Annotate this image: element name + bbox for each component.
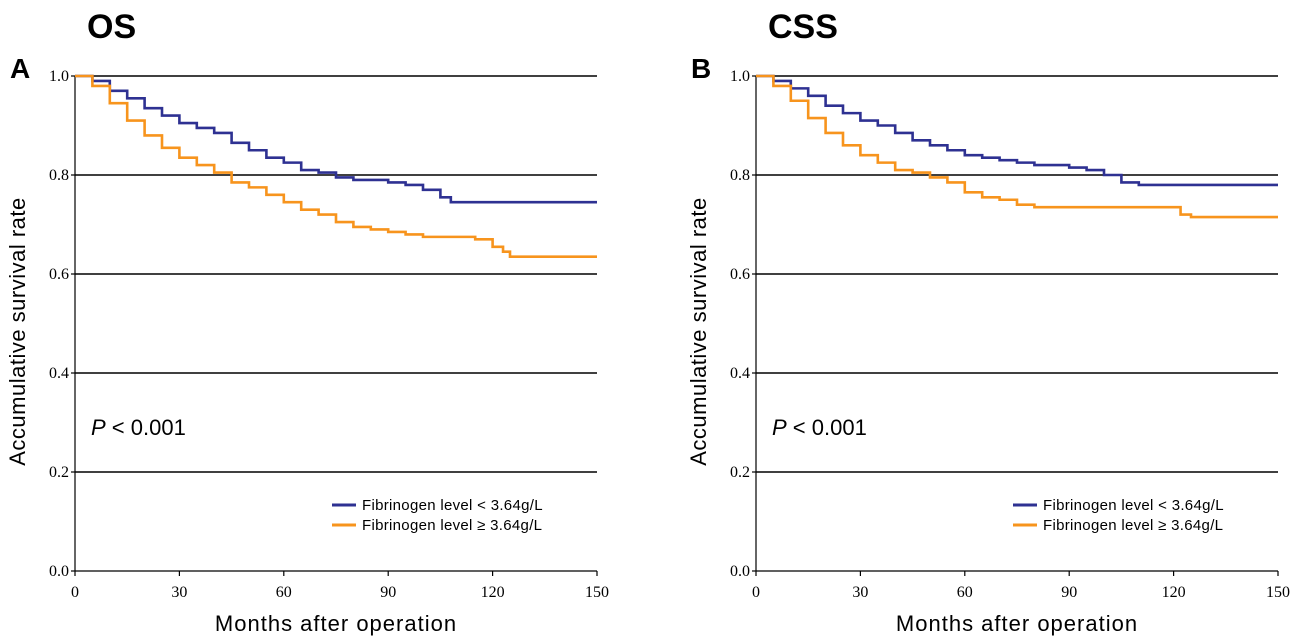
y-tick-label: 0.8: [730, 167, 750, 184]
panel-letter: A: [10, 53, 30, 84]
y-tick-label: 1.0: [730, 68, 750, 85]
p-value-annotation: P < 0.001: [772, 415, 867, 440]
survival-curve-series-1: [75, 74, 597, 204]
survival-curve-series-2: [756, 74, 1278, 219]
x-axis-label: Months after operation: [896, 611, 1138, 636]
y-tick-label: 0.8: [49, 167, 69, 184]
x-tick-label: 90: [1061, 584, 1077, 601]
legend-entry: Fibrinogen level < 3.64g/L: [362, 497, 543, 514]
chart-panel-b: CSS B 0.0 0.2 0.4 0.6 0.8 1.0 0 30 60 90 120 150 Month…: [686, 8, 1290, 636]
y-axis-label: Accumulative survival rate: [686, 197, 711, 466]
y-tick-label: 0.4: [49, 365, 69, 382]
y-tick-label: 0.6: [730, 266, 750, 283]
x-tick-label: 0: [71, 584, 79, 601]
x-tick-label: 150: [585, 584, 609, 601]
survival-curve-series-2: [75, 74, 597, 258]
y-axis-label: Accumulative survival rate: [5, 197, 30, 466]
x-tick-label: 150: [1266, 584, 1290, 601]
x-axis-label: Months after operation: [215, 611, 457, 636]
y-tick-label: 0.2: [49, 464, 69, 481]
x-tick-label: 90: [380, 584, 396, 601]
legend-entry: Fibrinogen level ≥ 3.64g/L: [362, 517, 542, 534]
chart-title: OS: [87, 8, 136, 46]
y-tick-label: 1.0: [49, 68, 69, 85]
survival-curve-series-1: [756, 74, 1278, 187]
x-tick-label: 0: [752, 584, 760, 601]
x-tick-label: 60: [957, 584, 973, 601]
legend-entry: Fibrinogen level ≥ 3.64g/L: [1043, 517, 1223, 534]
x-tick-label: 30: [171, 584, 187, 601]
y-tick-label: 0.4: [730, 365, 750, 382]
chart-panel-a: OS A 0.0 0.2 0.4 0.6 0.8 1.0 0 30 60 90 120 150 Months…: [5, 8, 609, 636]
x-tick-label: 30: [852, 584, 868, 601]
p-value-annotation: P < 0.001: [91, 415, 186, 440]
x-tick-label: 60: [276, 584, 292, 601]
y-tick-label: 0.0: [49, 563, 69, 580]
x-tick-label: 120: [1162, 584, 1186, 601]
y-tick-label: 0.6: [49, 266, 69, 283]
legend-entry: Fibrinogen level < 3.64g/L: [1043, 497, 1224, 514]
panel-letter: B: [691, 53, 711, 84]
y-tick-label: 0.2: [730, 464, 750, 481]
x-tick-label: 120: [481, 584, 505, 601]
chart-title: CSS: [768, 8, 838, 46]
y-tick-label: 0.0: [730, 563, 750, 580]
